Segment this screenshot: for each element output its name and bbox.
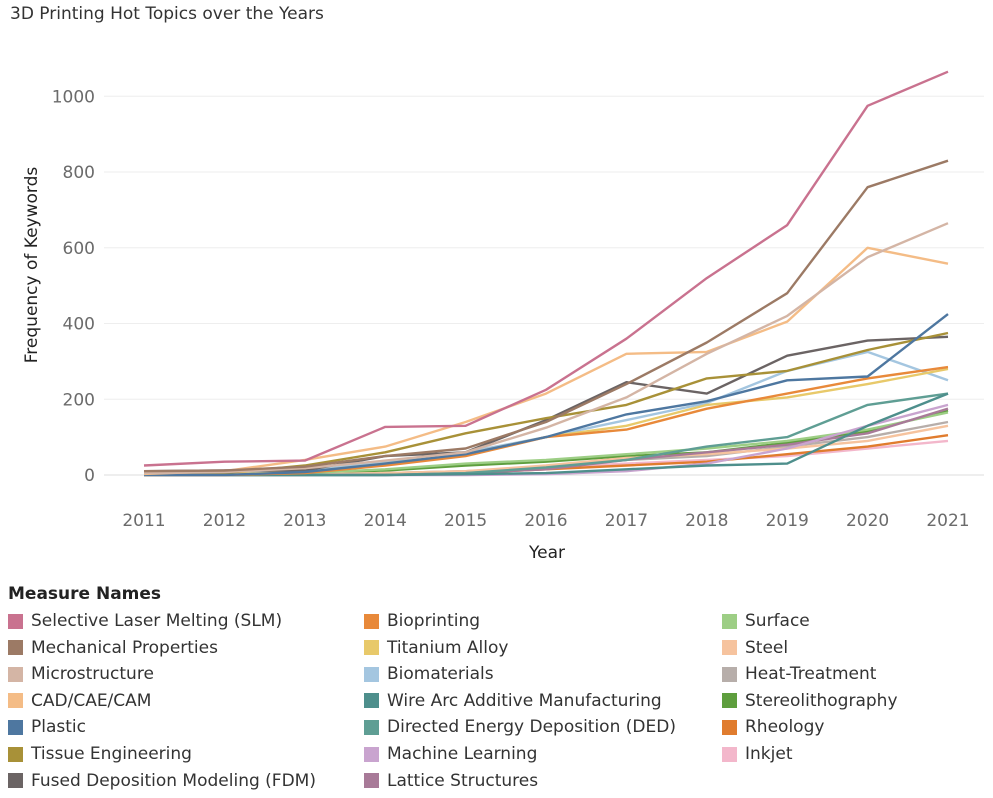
y-tick-label: 1000 — [52, 87, 95, 107]
x-tick-label: 2013 — [283, 511, 326, 531]
legend-label: Directed Energy Deposition (DED) — [387, 717, 676, 738]
legend-swatch — [8, 719, 23, 735]
legend-label: Surface — [745, 611, 810, 631]
chart-title: 3D Printing Hot Topics over the Years — [10, 4, 324, 24]
legend-swatch — [8, 640, 23, 656]
legend-label: Selective Laser Melting (SLM) — [31, 611, 283, 631]
x-axis-ticks: 2011 2012 2013 2014 2015 2016 2017 2018 2019 2020… — [122, 511, 969, 531]
x-tick-label: 2015 — [444, 511, 487, 531]
legend-label: Rheology — [745, 717, 825, 738]
legend-item[interactable]: Steel — [722, 635, 788, 661]
legend-item[interactable]: Selective Laser Melting (SLM) — [8, 608, 282, 634]
legend-swatch — [364, 613, 379, 629]
legend-label: Tissue Engineering — [31, 744, 192, 764]
legend-title: Measure Names — [8, 584, 162, 604]
legend-swatch — [722, 746, 737, 762]
legend-item[interactable]: Wire Arc Additive Manufacturing — [364, 688, 662, 714]
legend-swatch — [8, 773, 23, 789]
legend: Measure Names Selective Laser Melting (S… — [0, 584, 993, 798]
x-tick-label: 2012 — [203, 511, 246, 531]
series-line-microstructure[interactable] — [143, 222, 949, 475]
legend-label: Mechanical Properties — [31, 637, 218, 658]
legend-item[interactable]: Fused Deposition Modeling (FDM) — [8, 768, 316, 794]
series-line-wire-arc-additive-manufacturing[interactable] — [144, 392, 949, 477]
legend-item[interactable]: Microstructure — [8, 661, 154, 687]
legend-item[interactable]: Biomaterials — [364, 661, 494, 687]
legend-item[interactable]: Mechanical Properties — [8, 635, 218, 661]
series-line-selective-laser-melting-slm[interactable] — [143, 70, 949, 467]
legend-item[interactable]: Plastic — [8, 714, 86, 740]
legend-item[interactable]: CAD/CAE/CAM — [8, 688, 151, 714]
y-tick-label: 0 — [84, 466, 95, 486]
legend-label: Titanium Alloy — [387, 637, 509, 658]
y-axis-ticks: 0 200 400 600 800 1000 — [52, 87, 95, 486]
x-tick-label: 2019 — [766, 511, 809, 531]
legend-swatch — [364, 746, 379, 762]
legend-label: Plastic — [31, 717, 86, 738]
x-tick-label: 2017 — [605, 511, 648, 531]
legend-swatch — [8, 693, 23, 709]
y-tick-label: 200 — [63, 390, 95, 410]
x-tick-label: 2021 — [926, 511, 969, 531]
legend-swatch — [722, 613, 737, 629]
legend-item[interactable]: Inkjet — [722, 741, 792, 767]
legend-swatch — [364, 640, 379, 656]
legend-swatch — [8, 746, 23, 762]
x-axis-title: Year — [528, 543, 565, 563]
x-tick-label: 2020 — [846, 511, 889, 531]
legend-swatch — [364, 693, 379, 709]
legend-item[interactable]: Bioprinting — [364, 608, 480, 634]
x-tick-label: 2016 — [524, 511, 567, 531]
legend-label: Lattice Structures — [387, 770, 539, 791]
legend-label: Wire Arc Additive Manufacturing — [387, 690, 662, 711]
legend-label: Microstructure — [31, 664, 154, 685]
legend-swatch — [364, 719, 379, 735]
legend-label: CAD/CAE/CAM — [31, 690, 152, 711]
x-tick-label: 2014 — [364, 511, 407, 531]
legend-label: Stereolithography — [745, 690, 898, 711]
x-tick-label: 2018 — [685, 511, 728, 531]
legend-swatch — [722, 719, 737, 735]
x-tick-label: 2011 — [122, 511, 165, 531]
legend-label: Heat-Treatment — [745, 664, 877, 685]
legend-item[interactable]: Machine Learning — [364, 741, 537, 767]
series-line-mechanical-properties[interactable] — [143, 159, 949, 473]
legend-item[interactable]: Heat-Treatment — [722, 661, 876, 687]
legend-label: Machine Learning — [387, 744, 538, 764]
y-tick-label: 800 — [63, 163, 95, 183]
y-axis-title: Frequency of Keywords — [22, 167, 42, 364]
legend-swatch — [722, 666, 737, 682]
legend-swatch — [8, 666, 23, 682]
legend-item[interactable]: Tissue Engineering — [8, 741, 192, 767]
legend-swatch — [8, 613, 23, 629]
legend-swatch — [722, 693, 737, 709]
series-lines — [143, 70, 949, 477]
legend-item[interactable]: Titanium Alloy — [364, 635, 508, 661]
legend-label: Steel — [745, 637, 789, 658]
legend-label: Biomaterials — [387, 664, 494, 685]
legend-item[interactable]: Lattice Structures — [364, 768, 538, 794]
legend-label: Inkjet — [745, 744, 793, 764]
legend-swatch — [364, 773, 379, 789]
legend-item[interactable]: Stereolithography — [722, 688, 898, 714]
y-tick-label: 600 — [63, 239, 95, 259]
legend-label: Fused Deposition Modeling (FDM) — [31, 770, 316, 791]
y-tick-label: 400 — [63, 315, 95, 335]
legend-item[interactable]: Surface — [722, 608, 810, 634]
legend-label: Bioprinting — [387, 611, 481, 631]
series-line-biomaterials[interactable] — [143, 350, 949, 477]
series-line-plastic[interactable] — [144, 313, 949, 477]
legend-item[interactable]: Directed Energy Deposition (DED) — [364, 714, 676, 740]
legend-item[interactable]: Rheology — [722, 714, 824, 740]
legend-swatch — [722, 640, 737, 656]
legend-swatch — [364, 666, 379, 682]
